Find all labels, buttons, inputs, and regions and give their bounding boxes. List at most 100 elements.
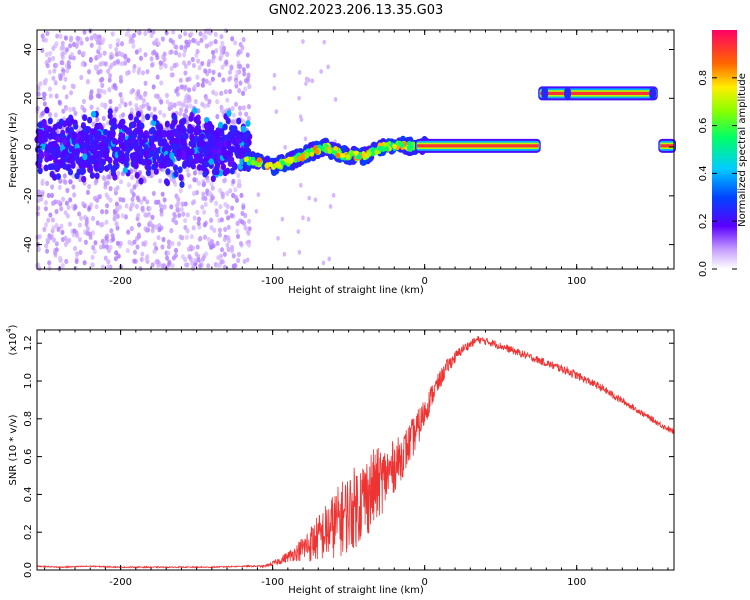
noise-point [226, 215, 231, 221]
noise-point [209, 217, 214, 223]
band-point [142, 136, 148, 143]
band-point [193, 135, 199, 143]
noise-point [108, 244, 113, 251]
noise-point [246, 72, 251, 78]
noise-point [233, 187, 238, 193]
band-point [72, 153, 79, 161]
noise-point [159, 207, 164, 214]
band-point [216, 141, 222, 149]
noise-point [207, 98, 212, 105]
noise-point [43, 222, 48, 228]
noise-point [201, 256, 206, 262]
band-point [109, 132, 115, 140]
noise-point [194, 189, 199, 196]
noise-point [174, 50, 179, 56]
band-point [194, 125, 200, 133]
noise-point [244, 111, 249, 117]
noise-point [80, 61, 85, 67]
track-point [244, 156, 249, 162]
noise-point [115, 41, 120, 48]
snr-x-tick-label: -200 [109, 577, 132, 588]
noise-point [63, 35, 68, 41]
noise-point [109, 228, 114, 234]
noise-point [110, 31, 115, 37]
noise-point [197, 236, 202, 242]
noise-point [237, 105, 242, 111]
noise-point [145, 254, 150, 260]
band-point [96, 130, 102, 138]
noise-point [143, 52, 148, 58]
noise-point [166, 239, 171, 245]
band-point [236, 117, 242, 125]
band-point [61, 149, 68, 157]
noise-point [231, 112, 236, 118]
noise-point [61, 45, 66, 51]
noise-point [75, 251, 80, 257]
band-point [151, 163, 157, 171]
noise-point [214, 91, 219, 97]
noise-point [238, 80, 243, 86]
band-point [43, 164, 49, 172]
noise-point [76, 35, 81, 42]
noise-point [41, 91, 46, 97]
band-point [173, 170, 179, 178]
band-point [125, 127, 131, 135]
noise-point [204, 78, 209, 84]
noise-point [149, 112, 154, 118]
noise-point [228, 88, 233, 95]
band-point [100, 158, 107, 166]
noise-point [71, 173, 76, 179]
noise-point [143, 92, 148, 98]
noise-point [138, 55, 143, 61]
snr-multiplier-base: (x10 [8, 333, 19, 356]
noise-point [167, 259, 172, 265]
noise-point [331, 192, 336, 198]
noise-point [93, 180, 98, 186]
spectrogram-y-axis-label: Frequency (Hz) [8, 112, 19, 188]
band-point [74, 147, 81, 155]
band-point [128, 121, 135, 129]
noise-point [297, 249, 302, 255]
band-point [107, 162, 113, 170]
band-point [153, 135, 159, 142]
noise-point [219, 259, 224, 265]
band-point [174, 137, 180, 145]
band-point [68, 145, 75, 153]
noise-point [70, 83, 75, 89]
noise-point [224, 59, 229, 65]
noise-point [132, 249, 137, 255]
noise-point [254, 208, 259, 214]
noise-point [126, 229, 131, 235]
noise-point [137, 222, 142, 228]
band-point [143, 130, 149, 137]
track-point [356, 154, 362, 160]
noise-point [172, 62, 177, 69]
band-point [188, 140, 194, 147]
band-point [103, 128, 109, 136]
noise-point [238, 240, 243, 247]
noise-point [187, 183, 192, 190]
noise-point [68, 43, 73, 49]
snr-y-tick-label: 0.6 [23, 449, 34, 465]
noise-point [296, 229, 301, 235]
band-point [148, 135, 154, 143]
noise-point [198, 263, 203, 269]
noise-point [183, 84, 188, 90]
band-point [234, 143, 241, 151]
noise-point [123, 102, 128, 108]
band-point [93, 162, 99, 170]
band-point [53, 164, 59, 171]
figure-title: GN02.2023.206.13.35.G03 [269, 3, 444, 18]
noise-point [239, 192, 244, 198]
track-point [348, 150, 354, 156]
noise-point [236, 257, 241, 264]
noise-point [150, 223, 155, 229]
band-point [176, 142, 182, 150]
track-point [265, 162, 270, 168]
noise-point [247, 242, 252, 248]
snr-y-tick-label: 0.4 [23, 486, 34, 502]
band-point [148, 127, 154, 135]
noise-point [242, 258, 247, 264]
noise-point [140, 205, 145, 211]
noise-point [123, 214, 128, 220]
